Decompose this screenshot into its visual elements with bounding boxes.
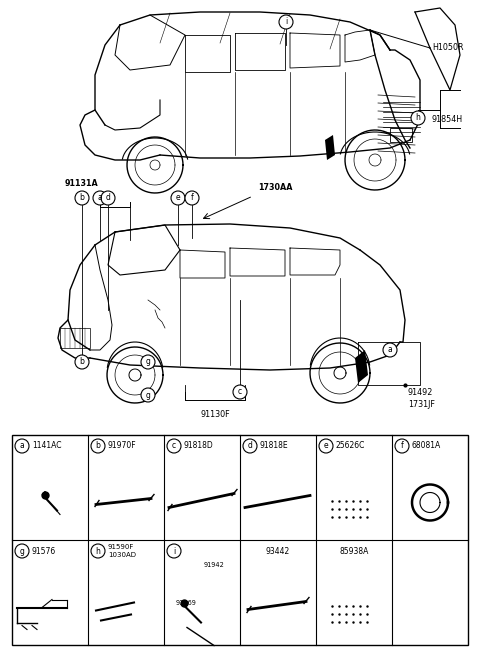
Circle shape bbox=[91, 439, 105, 453]
Text: i: i bbox=[285, 18, 287, 26]
Circle shape bbox=[243, 439, 257, 453]
Text: d: d bbox=[248, 441, 252, 451]
Text: 93442: 93442 bbox=[266, 546, 290, 556]
Text: 91576: 91576 bbox=[32, 546, 56, 556]
Text: 91492: 91492 bbox=[408, 388, 433, 397]
Text: f: f bbox=[401, 441, 403, 451]
Text: d: d bbox=[106, 194, 110, 203]
Text: 91970F: 91970F bbox=[108, 441, 137, 451]
Text: 1030AD: 1030AD bbox=[108, 552, 136, 558]
Bar bbox=[60, 328, 90, 348]
Text: c: c bbox=[238, 388, 242, 396]
Circle shape bbox=[171, 191, 185, 205]
Text: a: a bbox=[20, 441, 24, 451]
Text: 1730AA: 1730AA bbox=[258, 183, 292, 192]
Text: 91769: 91769 bbox=[176, 600, 197, 606]
Circle shape bbox=[15, 544, 29, 558]
Circle shape bbox=[395, 439, 409, 453]
Circle shape bbox=[141, 388, 155, 402]
Text: 91818D: 91818D bbox=[184, 441, 214, 451]
FancyBboxPatch shape bbox=[323, 491, 377, 526]
Circle shape bbox=[91, 544, 105, 558]
Circle shape bbox=[141, 355, 155, 369]
Bar bbox=[390, 128, 412, 142]
Text: h: h bbox=[416, 113, 420, 123]
Text: e: e bbox=[324, 441, 328, 451]
Circle shape bbox=[101, 191, 115, 205]
FancyBboxPatch shape bbox=[323, 596, 377, 631]
Text: a: a bbox=[97, 194, 102, 203]
Circle shape bbox=[93, 191, 107, 205]
Text: 68081A: 68081A bbox=[412, 441, 441, 451]
Text: e: e bbox=[176, 194, 180, 203]
Text: 91130F: 91130F bbox=[200, 410, 230, 419]
Text: 1141AC: 1141AC bbox=[32, 441, 61, 451]
Polygon shape bbox=[325, 135, 335, 160]
Circle shape bbox=[15, 439, 29, 453]
Polygon shape bbox=[289, 495, 297, 502]
Bar bbox=[96, 604, 104, 615]
Circle shape bbox=[319, 439, 333, 453]
Text: 1731JF: 1731JF bbox=[408, 400, 435, 409]
Text: 91590F: 91590F bbox=[108, 544, 134, 550]
Text: b: b bbox=[96, 441, 100, 451]
Text: 91854H: 91854H bbox=[432, 115, 463, 125]
Text: 91942: 91942 bbox=[204, 562, 225, 568]
Text: g: g bbox=[145, 390, 150, 400]
Bar bbox=[12, 435, 468, 645]
Circle shape bbox=[167, 439, 181, 453]
Text: c: c bbox=[172, 441, 176, 451]
Text: 91131A: 91131A bbox=[65, 179, 99, 188]
Text: b: b bbox=[80, 358, 84, 367]
Text: b: b bbox=[80, 194, 84, 203]
Circle shape bbox=[383, 343, 397, 357]
Circle shape bbox=[75, 191, 89, 205]
Circle shape bbox=[411, 111, 425, 125]
Text: a: a bbox=[388, 346, 392, 354]
Text: H1050R: H1050R bbox=[432, 43, 464, 52]
Text: f: f bbox=[191, 194, 193, 203]
Text: i: i bbox=[173, 546, 175, 556]
Circle shape bbox=[75, 355, 89, 369]
Circle shape bbox=[420, 493, 440, 512]
Text: 85938A: 85938A bbox=[339, 546, 369, 556]
Text: h: h bbox=[96, 546, 100, 556]
Circle shape bbox=[279, 15, 293, 29]
Polygon shape bbox=[355, 350, 368, 383]
Circle shape bbox=[185, 191, 199, 205]
Text: g: g bbox=[145, 358, 150, 367]
Text: 25626C: 25626C bbox=[336, 441, 365, 451]
Text: g: g bbox=[20, 546, 24, 556]
Text: 91818E: 91818E bbox=[260, 441, 288, 451]
Circle shape bbox=[233, 385, 247, 399]
Circle shape bbox=[167, 544, 181, 558]
